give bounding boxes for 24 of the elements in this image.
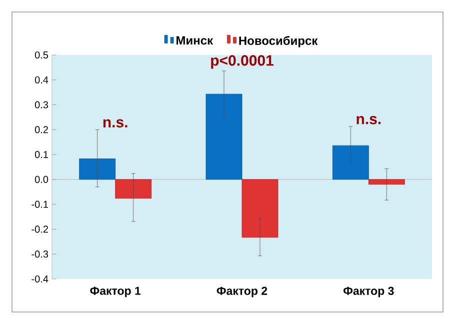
legend-label: Новосибирск bbox=[239, 36, 318, 48]
bar bbox=[206, 94, 242, 180]
y-tick-label: 0.5 bbox=[34, 51, 48, 59]
annotation: p<0.0001 bbox=[211, 55, 274, 69]
bar bbox=[242, 179, 278, 238]
bar bbox=[79, 158, 116, 180]
x-tick-label: Фактор 2 bbox=[216, 286, 268, 298]
bar bbox=[368, 179, 405, 185]
x-tick-label: Фактор 1 bbox=[90, 286, 141, 298]
y-tick-label: 0.3 bbox=[34, 101, 48, 108]
y-tick-label: 0.1 bbox=[34, 151, 48, 158]
y-tick-label: -0.3 bbox=[32, 250, 48, 258]
x-tick-label: Фактор 3 bbox=[344, 286, 394, 298]
bar bbox=[332, 145, 369, 180]
y-tick-label: 0.4 bbox=[34, 76, 48, 84]
legend-label: Минск bbox=[176, 36, 214, 45]
annotation: n.s. bbox=[356, 116, 381, 124]
annotation: n.s. bbox=[103, 119, 128, 128]
y-tick-label: 0.2 bbox=[34, 126, 48, 134]
bar bbox=[115, 179, 152, 199]
y-tick-label: 0.0 bbox=[34, 176, 48, 183]
y-tick-label: -0.4 bbox=[32, 275, 48, 283]
y-tick-label: -0.1 bbox=[32, 200, 48, 208]
y-tick-label: -0.2 bbox=[32, 226, 48, 233]
